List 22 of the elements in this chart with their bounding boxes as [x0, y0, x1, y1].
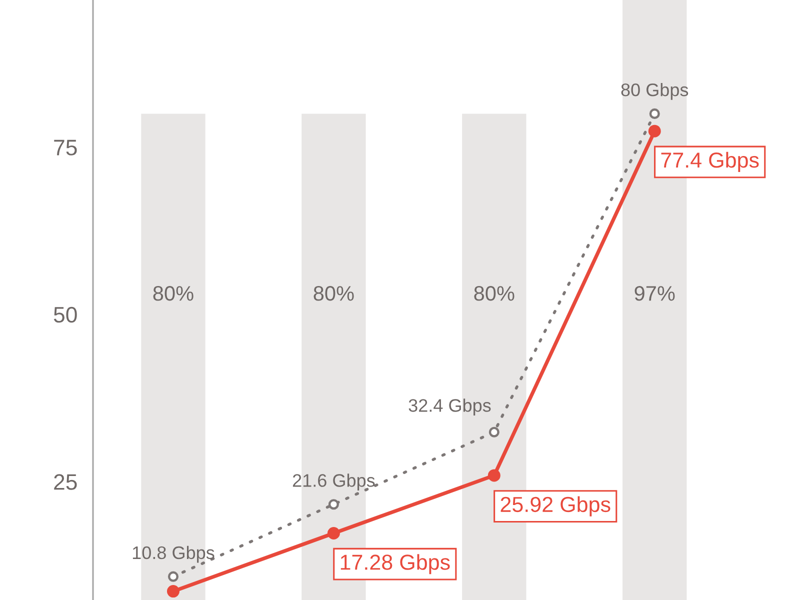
data-label: 80% — [314, 286, 354, 301]
data-label: 21.6 Gbps — [292, 474, 375, 490]
data-label: 32.4 Gbps — [408, 398, 491, 416]
data-label: 80% — [153, 286, 194, 301]
point — [168, 571, 179, 582]
point — [488, 426, 500, 438]
data-label: 17.28 Gbps — [340, 554, 450, 574]
point — [328, 499, 339, 510]
data-label: 10.8 Gbps — [132, 546, 214, 563]
data-label: 80 Gbps — [621, 82, 688, 100]
point — [649, 108, 660, 119]
point — [327, 526, 340, 540]
data-label: 25.92 Gbps — [500, 496, 610, 516]
data-label: 97% — [634, 286, 675, 301]
point — [166, 585, 180, 598]
point — [648, 124, 661, 138]
y-tick-label: 50 — [54, 306, 77, 323]
y-tick-label: 75 — [54, 140, 77, 156]
y-tick-label: 25 — [54, 474, 77, 490]
data-label: 77.4 Gbps — [661, 152, 759, 172]
point — [488, 469, 500, 482]
data-label: 80% — [474, 286, 514, 301]
